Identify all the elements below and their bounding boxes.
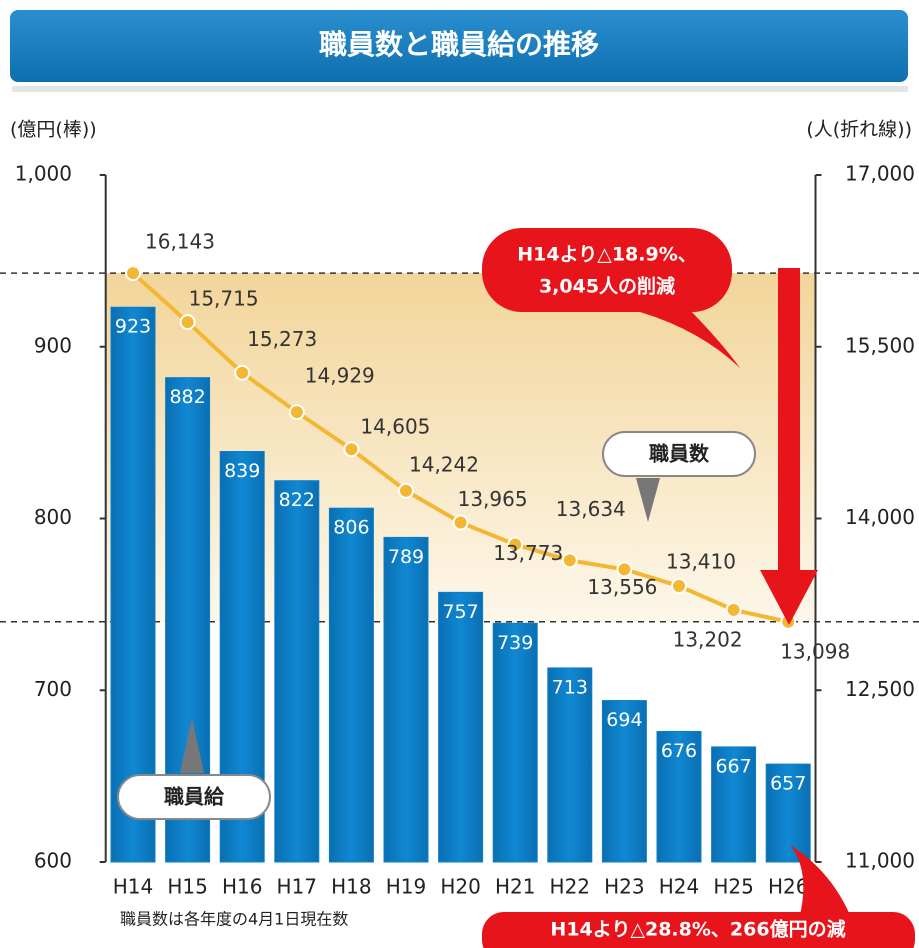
line-value-label: 13,556 — [587, 575, 657, 599]
line-value-label: 14,242 — [409, 452, 479, 476]
x-tick-label: H26 — [768, 875, 809, 899]
y2-tick-label: 14,000 — [845, 505, 915, 529]
bar-value-label: 694 — [606, 709, 642, 731]
annotation: H14より△28.8%、266億円の減 — [550, 918, 845, 941]
chart-title: 職員数と職員給の推移 — [319, 28, 599, 61]
x-tick-label: H21 — [495, 875, 536, 899]
bar-value-label: 882 — [169, 386, 205, 408]
line-value-label: 16,143 — [145, 230, 215, 254]
bar — [656, 730, 702, 863]
bar — [765, 763, 811, 863]
line-point — [234, 364, 251, 381]
y-tick-label: 700 — [34, 677, 72, 701]
banner-shadow — [12, 86, 908, 92]
title-banner — [10, 10, 908, 82]
callout-tail — [790, 845, 850, 915]
x-tick-label: H15 — [167, 875, 208, 899]
bar-value-label: 789 — [388, 546, 424, 568]
y2-tick-label: 15,500 — [845, 333, 915, 357]
bar — [274, 480, 320, 863]
plot: 600 700 800 900 1,000 11,000 12,500 14,000 15,50… — [0, 162, 919, 899]
bar — [383, 536, 429, 863]
legend-entry: 職員給 — [164, 785, 225, 809]
arrow-shaft — [778, 268, 800, 573]
x-tick-label: H20 — [440, 875, 481, 899]
legend-box — [117, 774, 271, 820]
y-tick-label: 800 — [34, 505, 72, 529]
x-tick-label: H23 — [604, 875, 645, 899]
y-axis-label: (億円(棒)) — [10, 119, 97, 141]
line-value-label: 13,634 — [556, 497, 626, 521]
bar — [438, 591, 484, 863]
line-value-label: 14,929 — [305, 364, 375, 388]
line-value-label: 13,773 — [493, 541, 563, 565]
x-tick-label: H22 — [550, 875, 591, 899]
line-value-label: 13,098 — [780, 639, 850, 663]
bar — [492, 622, 538, 863]
line-point — [398, 482, 414, 499]
x-tick-label: H18 — [331, 875, 372, 899]
bar-value-label: 923 — [115, 316, 151, 338]
y-tick-label: 1,000 — [15, 162, 72, 186]
bar-value-label: 839 — [224, 460, 260, 482]
line-point — [507, 536, 524, 553]
bar — [711, 746, 757, 863]
note: 職員数は各年度の4月1日現在数 — [120, 910, 348, 929]
x-tick-label: H25 — [713, 875, 754, 899]
line-point — [671, 578, 687, 595]
overlay: H14より△18.9%、 3,045人の削減 職員数 職員給 H14より△28.… — [117, 228, 915, 948]
bar-value-label: 657 — [770, 773, 806, 795]
y2-tick-label: 12,500 — [845, 677, 915, 701]
line-value-label: 13,202 — [673, 627, 743, 651]
bar — [328, 507, 374, 863]
legend-entry: 職員数 — [649, 442, 710, 466]
y2-tick-label: 11,000 — [845, 849, 915, 873]
arrow-head — [760, 570, 818, 625]
callout-pointer — [180, 718, 204, 773]
y-tick-label: 600 — [34, 849, 72, 873]
x-tick-label: H24 — [659, 875, 700, 899]
bar-value-label: 739 — [497, 632, 533, 654]
callout-red — [482, 912, 915, 948]
callout-tail — [640, 300, 740, 368]
line-point — [725, 601, 742, 618]
bar — [110, 306, 156, 863]
line-point — [561, 552, 578, 569]
y2-tick-label: 17,000 — [845, 162, 915, 186]
line-point — [616, 561, 633, 578]
x-tick-label: H14 — [113, 875, 154, 899]
line-value-label: 15,715 — [189, 287, 259, 311]
bar-value-label: 757 — [442, 601, 478, 623]
bar-value-label: 806 — [333, 517, 369, 539]
bar-value-label: 713 — [552, 676, 588, 698]
bar — [547, 667, 593, 863]
line-value-label: 15,273 — [247, 327, 317, 351]
callout-red — [482, 228, 732, 312]
annotation: 3,045人の削減 — [539, 275, 675, 298]
x-tick-label: H19 — [386, 875, 427, 899]
line-point — [125, 265, 141, 282]
y-tick-label: 900 — [34, 333, 72, 357]
line-point — [452, 514, 469, 531]
annotation: H14より△18.9%、 — [517, 244, 697, 266]
legend-box — [602, 431, 756, 477]
bar-value-label: 676 — [661, 740, 697, 762]
line-value-label: 13,965 — [458, 487, 528, 511]
line-point — [288, 404, 305, 421]
x-tick-label: H17 — [277, 875, 318, 899]
line-value-label: 14,605 — [360, 415, 430, 439]
line-value-label: 13,410 — [666, 550, 736, 574]
bar — [601, 700, 647, 863]
line-point — [343, 441, 360, 458]
x-tick-label: H16 — [222, 875, 263, 899]
callout-pointer — [636, 478, 660, 522]
line-point — [179, 314, 196, 331]
bar-value-label: 667 — [715, 755, 751, 777]
bar-value-label: 822 — [279, 489, 315, 511]
y2-axis-label: (人(折れ線)) — [806, 119, 912, 141]
